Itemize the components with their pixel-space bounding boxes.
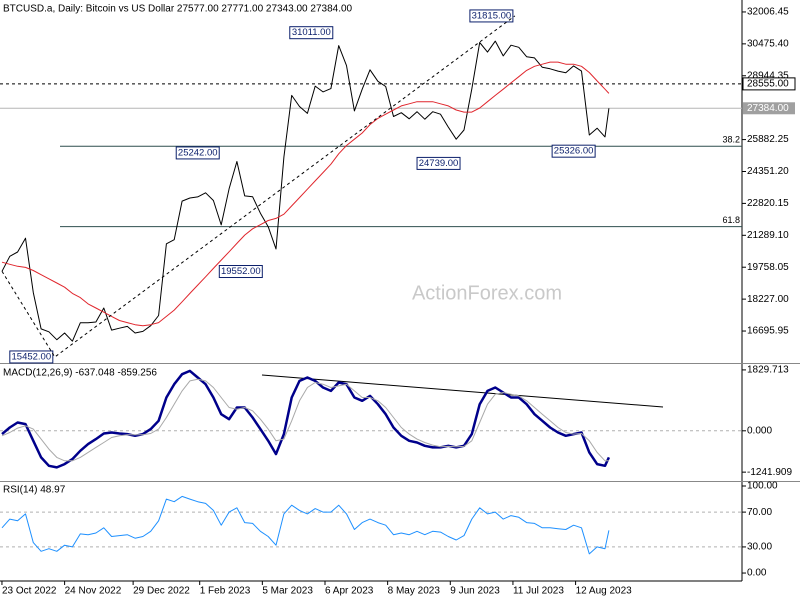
series-line	[1, 40, 610, 342]
y-tick-label: 22820.15	[747, 198, 789, 209]
y-tick-label: 30475.40	[747, 39, 789, 50]
y-tick-label: 70.00	[747, 507, 772, 518]
price-annotation-box	[551, 144, 596, 158]
x-tick-label: 11 Jul 2023	[513, 586, 564, 597]
price-annotation-box	[9, 350, 54, 364]
x-tick-label: 6 Apr 2023	[325, 586, 374, 597]
price-label-box	[742, 77, 796, 91]
macd-trendline	[261, 374, 664, 408]
resistance-label: 28555.00	[747, 79, 789, 90]
price-annotation: 24739.00	[419, 158, 459, 169]
y-tick-label: 28944.35	[747, 70, 789, 81]
price-annotation: 15452.00	[12, 351, 52, 362]
y-tick-label: 32006.45	[747, 7, 789, 18]
y-tick-label: 0.000	[747, 425, 772, 436]
x-tick-label: 9 Jun 2023	[450, 586, 500, 597]
indicator-title: MACD(12,26,9) -637.048 -859.256	[3, 368, 157, 379]
y-tick-label: 0.00	[747, 568, 767, 579]
y-tick-label: 25882.25	[747, 134, 789, 145]
swing-line	[1, 15, 516, 358]
price-annotation-box	[416, 156, 461, 170]
fib-label: 38.2	[722, 135, 740, 145]
price-annotation: 31011.00	[292, 27, 331, 38]
series-line	[1, 378, 609, 462]
y-tick-label: 21289.10	[747, 230, 789, 241]
series-line	[1, 61, 610, 327]
y-tick-label: 18227.00	[747, 294, 789, 305]
price-annotation-box	[218, 265, 263, 279]
x-tick-label: 29 Dec 2022	[133, 586, 190, 597]
indicator-title: RSI(14) 48.97	[3, 485, 66, 496]
watermark: ActionForex.com	[412, 282, 562, 304]
price-annotation: 25326.00	[554, 146, 594, 157]
chart-header: BTCUSD.a, Daily: Bitcoin vs US Dollar 27…	[3, 4, 353, 15]
x-tick-label: 1 Feb 2023	[200, 586, 251, 597]
price-annotation: 31815.00	[472, 10, 512, 21]
y-tick-label: 1829.713	[747, 365, 789, 376]
price-annotation-box	[289, 26, 334, 40]
y-tick-label: 100.00	[747, 481, 778, 492]
fib-label: 61.8	[722, 215, 740, 225]
series-line	[1, 495, 610, 555]
x-tick-label: 8 May 2023	[388, 586, 441, 597]
current-price-label: 27384.00	[747, 103, 789, 114]
price-annotation: 25242.00	[178, 147, 218, 158]
y-tick-label: 16695.95	[747, 326, 789, 337]
x-tick-label: 12 Aug 2023	[576, 586, 633, 597]
x-tick-label: 23 Oct 2022	[2, 586, 57, 597]
x-tick-label: 24 Nov 2022	[65, 586, 122, 597]
y-tick-label: 24351.20	[747, 166, 789, 177]
y-tick-label: 19758.05	[747, 262, 789, 273]
price-label-box	[743, 102, 795, 115]
y-tick-label: 30.00	[747, 542, 772, 553]
y-tick-label: -1241.909	[747, 467, 792, 478]
series-line	[1, 369, 611, 469]
x-tick-label: 5 Mar 2023	[262, 586, 313, 597]
price-annotation-box	[175, 146, 220, 160]
price-annotation: 19552.00	[221, 266, 261, 277]
price-annotation-box	[469, 9, 514, 23]
